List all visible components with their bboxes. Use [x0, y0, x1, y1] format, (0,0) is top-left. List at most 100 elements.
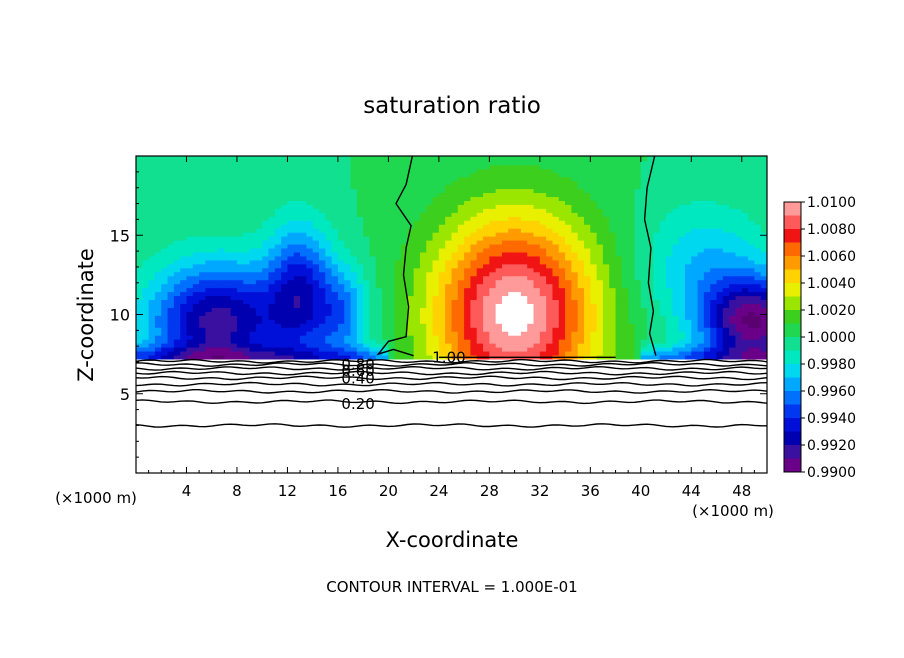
field-cell [577, 259, 585, 265]
field-cell [306, 267, 314, 273]
field-cell [407, 228, 415, 233]
field-cell [735, 216, 743, 221]
field-cell [331, 196, 339, 201]
field-cell [684, 236, 692, 241]
field-cell [703, 267, 711, 273]
field-cell [495, 263, 503, 269]
field-cell [476, 224, 484, 229]
field-cell [401, 200, 408, 205]
field-cell [666, 243, 673, 249]
field-cell [552, 156, 560, 162]
field-cell [394, 287, 402, 293]
field-cell [173, 232, 181, 237]
field-cell [300, 295, 307, 301]
field-cell [457, 283, 465, 289]
field-cell [369, 251, 377, 257]
field-cell [470, 208, 478, 213]
field-cell [173, 216, 181, 221]
field-cell [363, 204, 371, 209]
field-cell [344, 311, 352, 316]
field-cell [173, 350, 181, 356]
field-cell [148, 339, 156, 344]
field-cell [382, 315, 389, 320]
field-cell [697, 279, 705, 285]
field-cell [186, 184, 194, 190]
field-cell [697, 168, 705, 174]
field-cell [382, 263, 389, 269]
field-cell [419, 279, 427, 285]
field-cell [230, 299, 238, 304]
field-cell [350, 228, 358, 233]
field-cell [331, 160, 339, 166]
field-cell [577, 323, 585, 328]
field-cell [514, 188, 522, 194]
field-cell [451, 303, 459, 308]
field-cell [331, 228, 339, 233]
field-cell [666, 255, 673, 261]
field-cell [167, 267, 175, 273]
field-cell [205, 188, 213, 194]
field-cell [571, 331, 579, 336]
field-cell [236, 200, 244, 205]
field-cell [331, 204, 339, 209]
field-cell [514, 350, 522, 356]
field-cell [729, 243, 737, 249]
field-cell [236, 236, 244, 241]
field-cell [236, 319, 244, 324]
field-cell [180, 204, 188, 209]
field-cell [533, 184, 541, 190]
field-cell [577, 350, 585, 356]
field-cell [678, 315, 686, 320]
field-cell [653, 208, 661, 213]
field-cell [483, 224, 490, 229]
field-cell [350, 216, 358, 221]
field-cell [325, 331, 333, 336]
field-cell [609, 160, 617, 166]
field-cell [426, 311, 434, 316]
field-cell [489, 196, 497, 201]
field-cell [249, 307, 257, 312]
field-cell [432, 224, 440, 229]
field-cell [621, 180, 629, 186]
field-cell [445, 192, 453, 198]
field-cell [249, 295, 257, 301]
field-cell [426, 243, 434, 249]
field-cell [192, 168, 200, 174]
field-cell [236, 196, 244, 201]
field-cell [173, 279, 181, 285]
field-cell [596, 220, 604, 225]
field-cell [735, 156, 743, 158]
field-cell [173, 184, 181, 190]
field-cell [476, 168, 484, 174]
field-cell [716, 271, 724, 277]
field-cell [401, 346, 408, 352]
field-cell [401, 160, 408, 166]
field-cell [710, 232, 718, 237]
field-cell [142, 311, 150, 316]
field-cell [590, 263, 598, 269]
field-cell [293, 279, 301, 285]
field-cell [539, 196, 547, 201]
field-cell [344, 271, 352, 277]
field-cell [716, 251, 724, 257]
field-cell [318, 283, 326, 289]
field-cell [243, 232, 251, 237]
field-cell [571, 350, 579, 356]
field-cell [344, 354, 352, 360]
field-cell [306, 196, 314, 201]
field-cell [653, 188, 661, 194]
field-cell [369, 343, 377, 348]
field-cell [552, 232, 560, 237]
field-cell [318, 168, 326, 174]
field-cell [142, 323, 150, 328]
field-cell [148, 346, 156, 352]
field-cell [539, 255, 547, 261]
field-cell [199, 184, 207, 190]
field-cell [148, 247, 156, 253]
field-cell [243, 295, 251, 301]
field-cell [691, 350, 699, 356]
field-cell [647, 160, 655, 166]
field-cell [148, 160, 156, 166]
field-cell [262, 156, 270, 162]
field-cell [262, 247, 270, 253]
